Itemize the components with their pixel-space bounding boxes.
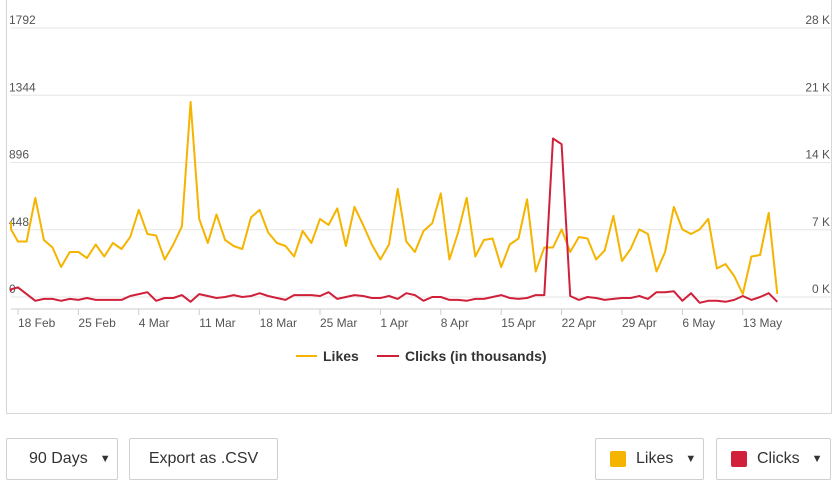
y-left-tick-label: 1344 (9, 80, 36, 94)
x-tick-label: 4 Mar (139, 316, 170, 330)
x-tick-label: 13 May (743, 316, 782, 330)
x-tick-label: 18 Feb (18, 316, 56, 330)
y-right-tick-label: 14 K (805, 148, 830, 162)
range-dropdown[interactable]: 90 Days ▼ (6, 438, 118, 480)
x-tick-label: 8 Apr (441, 316, 469, 330)
clicks-color-swatch (731, 451, 747, 467)
caret-down-icon: ▼ (99, 453, 111, 465)
caret-down-icon: ▼ (685, 453, 697, 465)
caret-down-icon: ▼ (811, 453, 823, 465)
series-line-clicks (10, 137, 779, 304)
likes-dropdown-label: Likes (636, 450, 674, 467)
y-right-tick-label: 7 K (812, 215, 830, 229)
y-right-tick-label: 21 K (805, 80, 830, 94)
x-tick-label: 25 Feb (78, 316, 116, 330)
export-label: Export as .CSV (148, 450, 259, 467)
x-tick-label: 6 May (682, 316, 715, 330)
legend-clicks-label: Clicks (in thousands) (405, 348, 547, 364)
legend-likes-label: Likes (323, 348, 359, 364)
y-right-tick-label: 28 K (805, 13, 830, 27)
likes-series-dropdown[interactable]: Likes ▼ (595, 438, 704, 480)
clicks-series-dropdown[interactable]: Clicks ▼ (716, 438, 831, 480)
x-tick-label: 11 Mar (199, 316, 235, 330)
likes-color-swatch (610, 451, 626, 467)
x-tick-label: 22 Apr (562, 316, 597, 330)
y-left-tick-label: 1792 (9, 13, 36, 27)
range-label: 90 Days (29, 450, 88, 467)
x-tick-label: 18 Mar (260, 316, 297, 330)
x-tick-label: 29 Apr (622, 316, 657, 330)
x-tick-label: 1 Apr (380, 316, 408, 330)
x-tick-label: 15 Apr (501, 316, 536, 330)
export-csv-button[interactable]: Export as .CSV (129, 438, 278, 480)
clicks-dropdown-label: Clicks (757, 450, 800, 467)
x-tick-label: 25 Mar (320, 316, 357, 330)
series-line-likes (10, 100, 779, 295)
y-right-tick-label: 0 K (812, 282, 830, 296)
y-left-tick-label: 448 (9, 215, 29, 229)
y-left-tick-label: 896 (9, 148, 29, 162)
